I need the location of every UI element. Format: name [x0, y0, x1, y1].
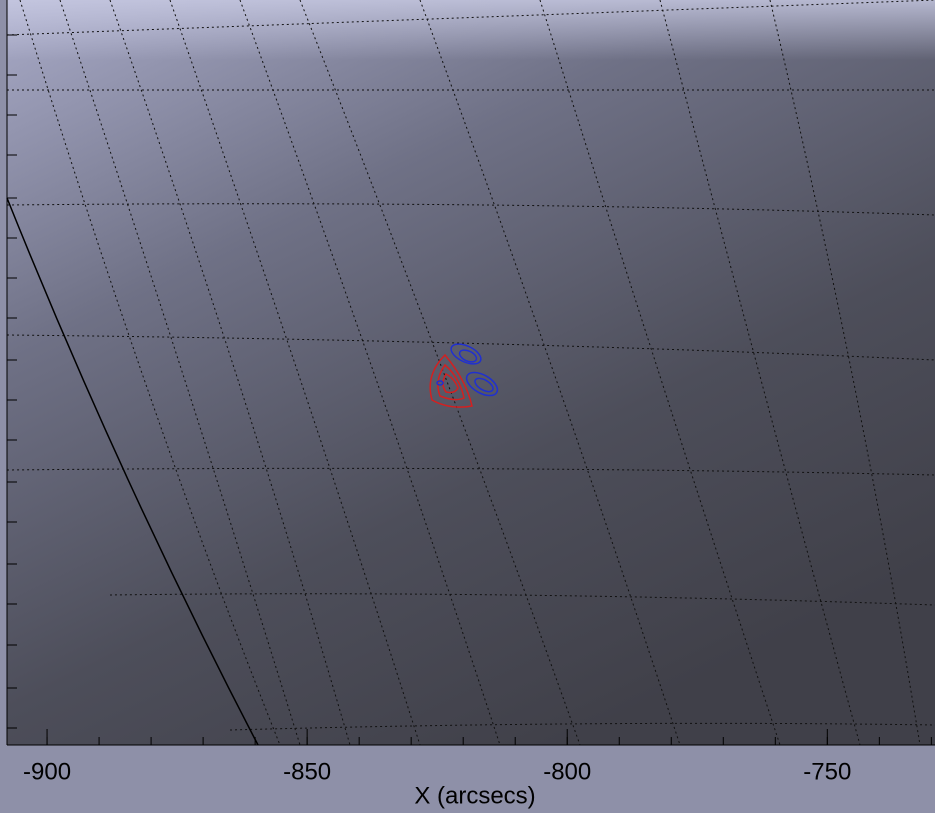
chart: X (arcsecs) -900 -850 -800 -750 [0, 0, 935, 813]
x-tick-label: -800 [543, 758, 591, 785]
x-tick-label: -750 [803, 758, 851, 785]
x-axis-label: X (arcsecs) [414, 782, 535, 809]
x-tick-label: -850 [283, 758, 331, 785]
x-tick-label: -900 [23, 758, 71, 785]
image-glow [7, 0, 935, 60]
page: X (arcsecs) -900-850-800-750 (() => { co… [0, 0, 935, 813]
